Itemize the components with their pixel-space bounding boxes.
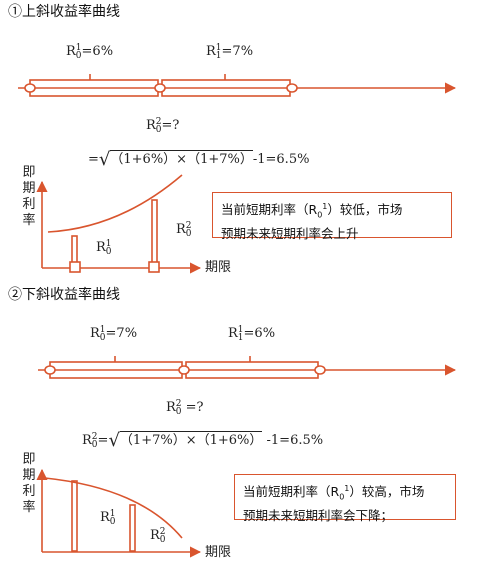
formula-1: =√（1+6%）×（1+7%）-1=6.5% [88,149,310,170]
section-2-title: ②下斜收益率曲线 [8,287,120,303]
rate-r0-1-label: R 1 0 =6% [66,43,114,62]
r0-2-question: R 2 0 =? [146,117,180,136]
x-axis-label-2: 期限 [205,545,232,560]
formula-2: R 2 0 =√（1+7%）×（1+6%） -1=6.5% [82,430,324,451]
timeline-1 [18,74,457,97]
downward-curve [44,477,183,539]
rate-r1-1-label: R 1 1 =7% [206,43,254,62]
y-axis-label-2: 即期利率 [22,452,36,515]
x-axis-label-1: 期限 [205,260,232,275]
section-1-title: ①上斜收益率曲线 [8,4,120,20]
chart-downward [36,468,202,558]
y-axis-label-1: 即期利率 [22,165,36,228]
rate-r1-1-label-2: R 1 1 =6% [228,325,276,344]
timeline-2 [38,356,457,379]
note-box-downward: 当前短期利率（R01）较高，市场 预期未来短期利率会下降； [234,474,456,523]
note-box-upward: 当前短期利率（R01）较低，市场 预期未来短期利率会上升 [212,192,452,241]
rate-r0-1-label-2: R 1 0 =7% [90,325,138,344]
chart-upward [36,174,202,274]
upward-curve [47,174,183,233]
